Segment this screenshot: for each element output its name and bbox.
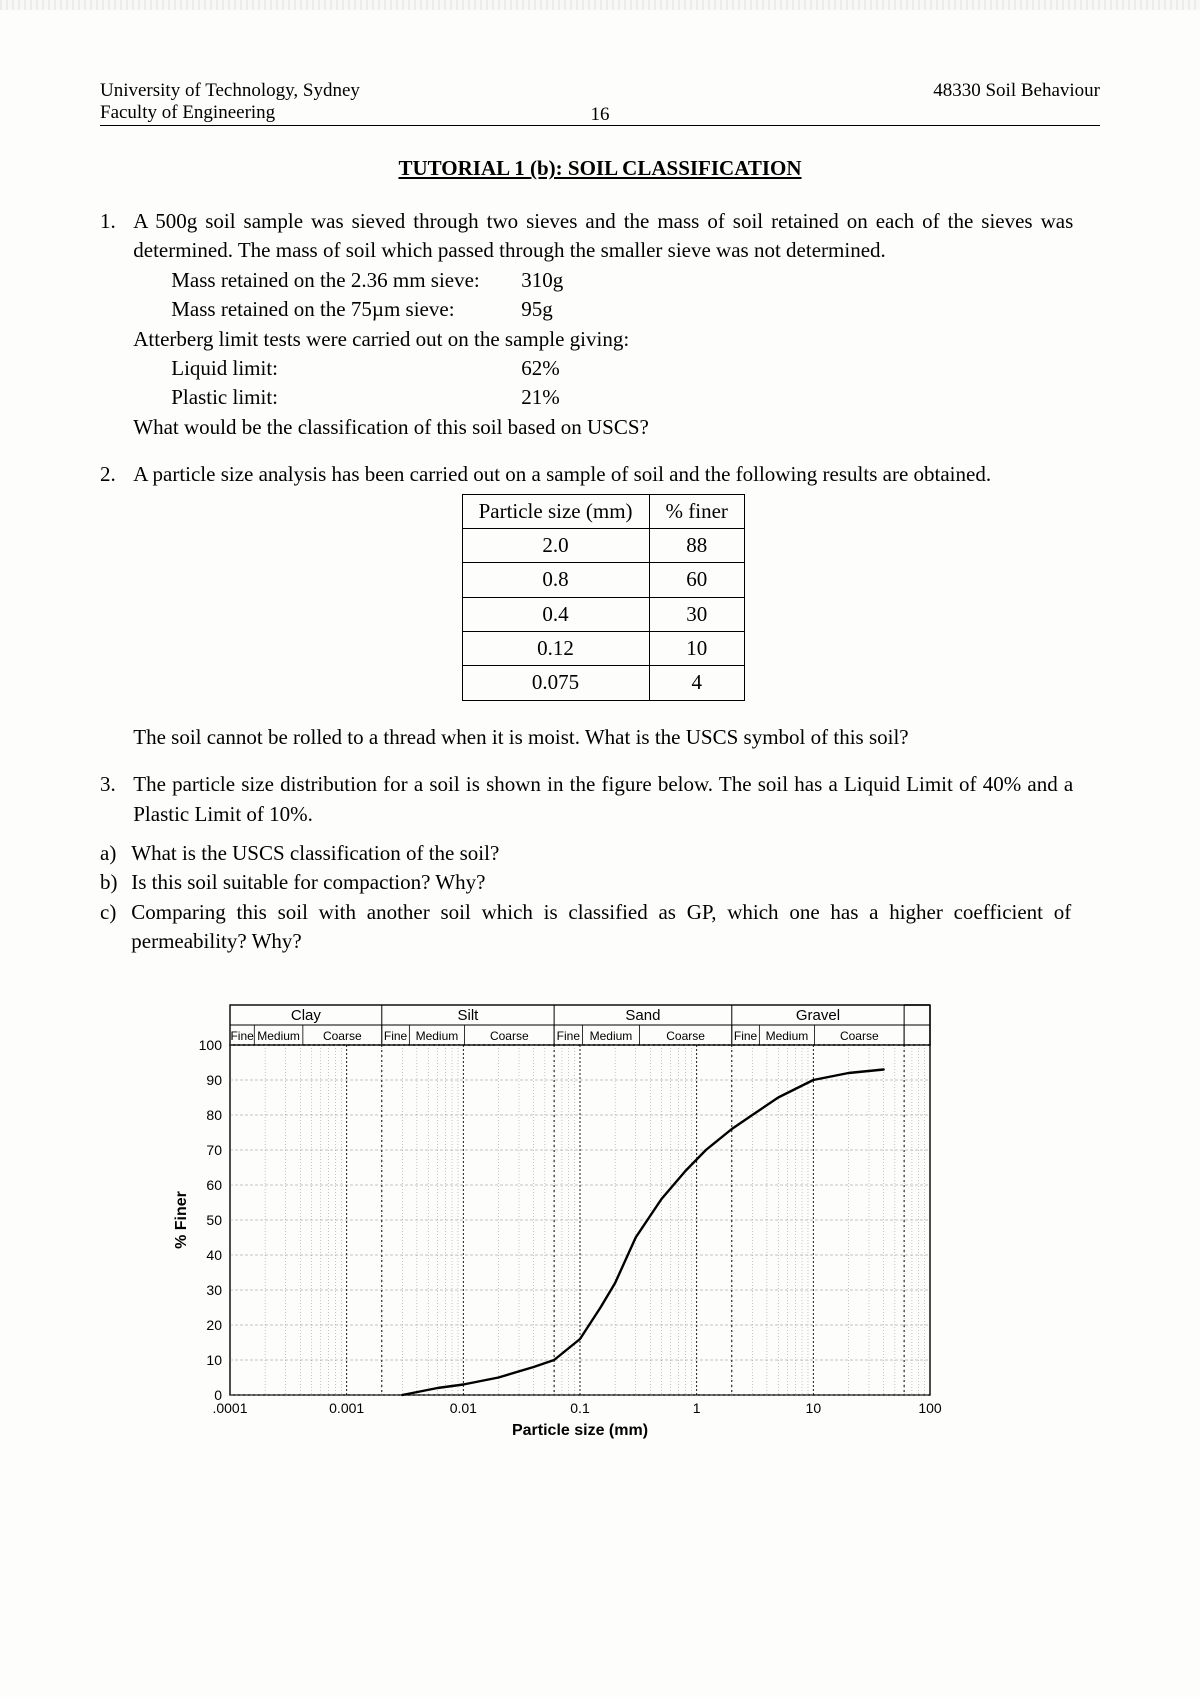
particle-size-chart: ClayFineMediumCoarseSiltFineMediumCoarse… — [160, 983, 1100, 1463]
svg-text:50: 50 — [206, 1212, 222, 1228]
scan-artifact — [0, 0, 1200, 10]
svg-text:Medium: Medium — [766, 1029, 809, 1043]
svg-text:Fine: Fine — [557, 1029, 581, 1043]
q2-th-1: % finer — [649, 494, 744, 528]
svg-text:0.001: 0.001 — [329, 1400, 364, 1416]
q1-limit-1-value: 21% — [521, 383, 560, 412]
psd-chart-svg: ClayFineMediumCoarseSiltFineMediumCoarse… — [160, 983, 960, 1463]
q1-limit-1: Plastic limit: 21% — [171, 383, 1073, 412]
svg-text:70: 70 — [206, 1142, 222, 1158]
faculty-name: Faculty of Engineering — [100, 102, 600, 124]
course-code: 48330 Soil Behaviour — [600, 80, 1100, 102]
svg-text:Fine: Fine — [734, 1029, 758, 1043]
q1-row-1-label: Mass retained on the 75µm sieve: — [171, 295, 521, 324]
q1-row-0-value: 310g — [521, 266, 563, 295]
svg-text:Medium: Medium — [416, 1029, 459, 1043]
svg-text:40: 40 — [206, 1247, 222, 1263]
q1-row-0: Mass retained on the 2.36 mm sieve: 310g — [171, 266, 1073, 295]
q1-atterberg: Atterberg limit tests were carried out o… — [133, 325, 1073, 354]
svg-text:Sand: Sand — [625, 1007, 660, 1024]
svg-text:10: 10 — [806, 1400, 822, 1416]
svg-text:Fine: Fine — [230, 1029, 254, 1043]
q2-ask: The soil cannot be rolled to a thread wh… — [133, 723, 1073, 752]
table-row: 2.088 — [462, 528, 744, 562]
q1-row-0-label: Mass retained on the 2.36 mm sieve: — [171, 266, 521, 295]
q1-number: 1. — [100, 207, 128, 236]
q3-intro: The particle size distribution for a soi… — [133, 772, 1073, 825]
svg-text:Clay: Clay — [291, 1007, 322, 1024]
q1-limit-1-label: Plastic limit: — [171, 383, 521, 412]
q1-limit-0-value: 62% — [521, 354, 560, 383]
svg-text:0.1: 0.1 — [570, 1400, 590, 1416]
svg-text:60: 60 — [206, 1177, 222, 1193]
q1-limit-0: Liquid limit: 62% — [171, 354, 1073, 383]
svg-text:Silt: Silt — [458, 1007, 480, 1024]
q1-row-1: Mass retained on the 75µm sieve: 95g — [171, 295, 1073, 324]
svg-text:100: 100 — [918, 1400, 942, 1416]
svg-text:100: 100 — [199, 1037, 223, 1053]
svg-text:Coarse: Coarse — [666, 1029, 705, 1043]
table-row: 0.860 — [462, 563, 744, 597]
svg-text:Coarse: Coarse — [490, 1029, 529, 1043]
svg-text:Medium: Medium — [257, 1029, 300, 1043]
svg-text:Coarse: Coarse — [323, 1029, 362, 1043]
q2-number: 2. — [100, 460, 128, 489]
question-3: 3. The particle size distribution for a … — [100, 770, 1100, 829]
svg-text:Gravel: Gravel — [796, 1007, 840, 1024]
q3-sub-c: c) Comparing this soil with another soil… — [100, 898, 1100, 957]
q2-th-0: Particle size (mm) — [462, 494, 649, 528]
svg-text:Coarse: Coarse — [840, 1029, 879, 1043]
table-row: 0.430 — [462, 597, 744, 631]
q2-intro: A particle size analysis has been carrie… — [133, 462, 991, 486]
table-row: Particle size (mm) % finer — [462, 494, 744, 528]
svg-text:90: 90 — [206, 1072, 222, 1088]
svg-text:30: 30 — [206, 1282, 222, 1298]
q1-row-1-value: 95g — [521, 295, 553, 324]
svg-text:Medium: Medium — [590, 1029, 633, 1043]
svg-text:20: 20 — [206, 1317, 222, 1333]
svg-text:Particle size (mm): Particle size (mm) — [512, 1422, 648, 1439]
q2-table: Particle size (mm) % finer 2.088 0.860 0… — [462, 494, 745, 701]
svg-text:80: 80 — [206, 1107, 222, 1123]
q3-sub-a: a) What is the USCS classification of th… — [100, 839, 1100, 868]
svg-text:Fine: Fine — [384, 1029, 408, 1043]
table-row: 0.1210 — [462, 632, 744, 666]
q3-sub-b: b) Is this soil suitable for compaction?… — [100, 868, 1100, 897]
svg-text:% Finer: % Finer — [173, 1191, 190, 1249]
question-1: 1. A 500g soil sample was sieved through… — [100, 207, 1100, 442]
svg-text:.0001: .0001 — [212, 1400, 247, 1416]
question-2: 2. A particle size analysis has been car… — [100, 460, 1100, 752]
q1-ask: What would be the classification of this… — [133, 413, 1073, 442]
tutorial-title: TUTORIAL 1 (b): SOIL CLASSIFICATION — [100, 156, 1100, 181]
svg-text:1: 1 — [693, 1400, 701, 1416]
table-row: 0.0754 — [462, 666, 744, 700]
q1-intro: A 500g soil sample was sieved through tw… — [133, 209, 1073, 262]
q3-number: 3. — [100, 770, 128, 799]
q1-limit-0-label: Liquid limit: — [171, 354, 521, 383]
svg-text:10: 10 — [206, 1352, 222, 1368]
svg-text:0.01: 0.01 — [450, 1400, 477, 1416]
university-name: University of Technology, Sydney — [100, 80, 600, 102]
